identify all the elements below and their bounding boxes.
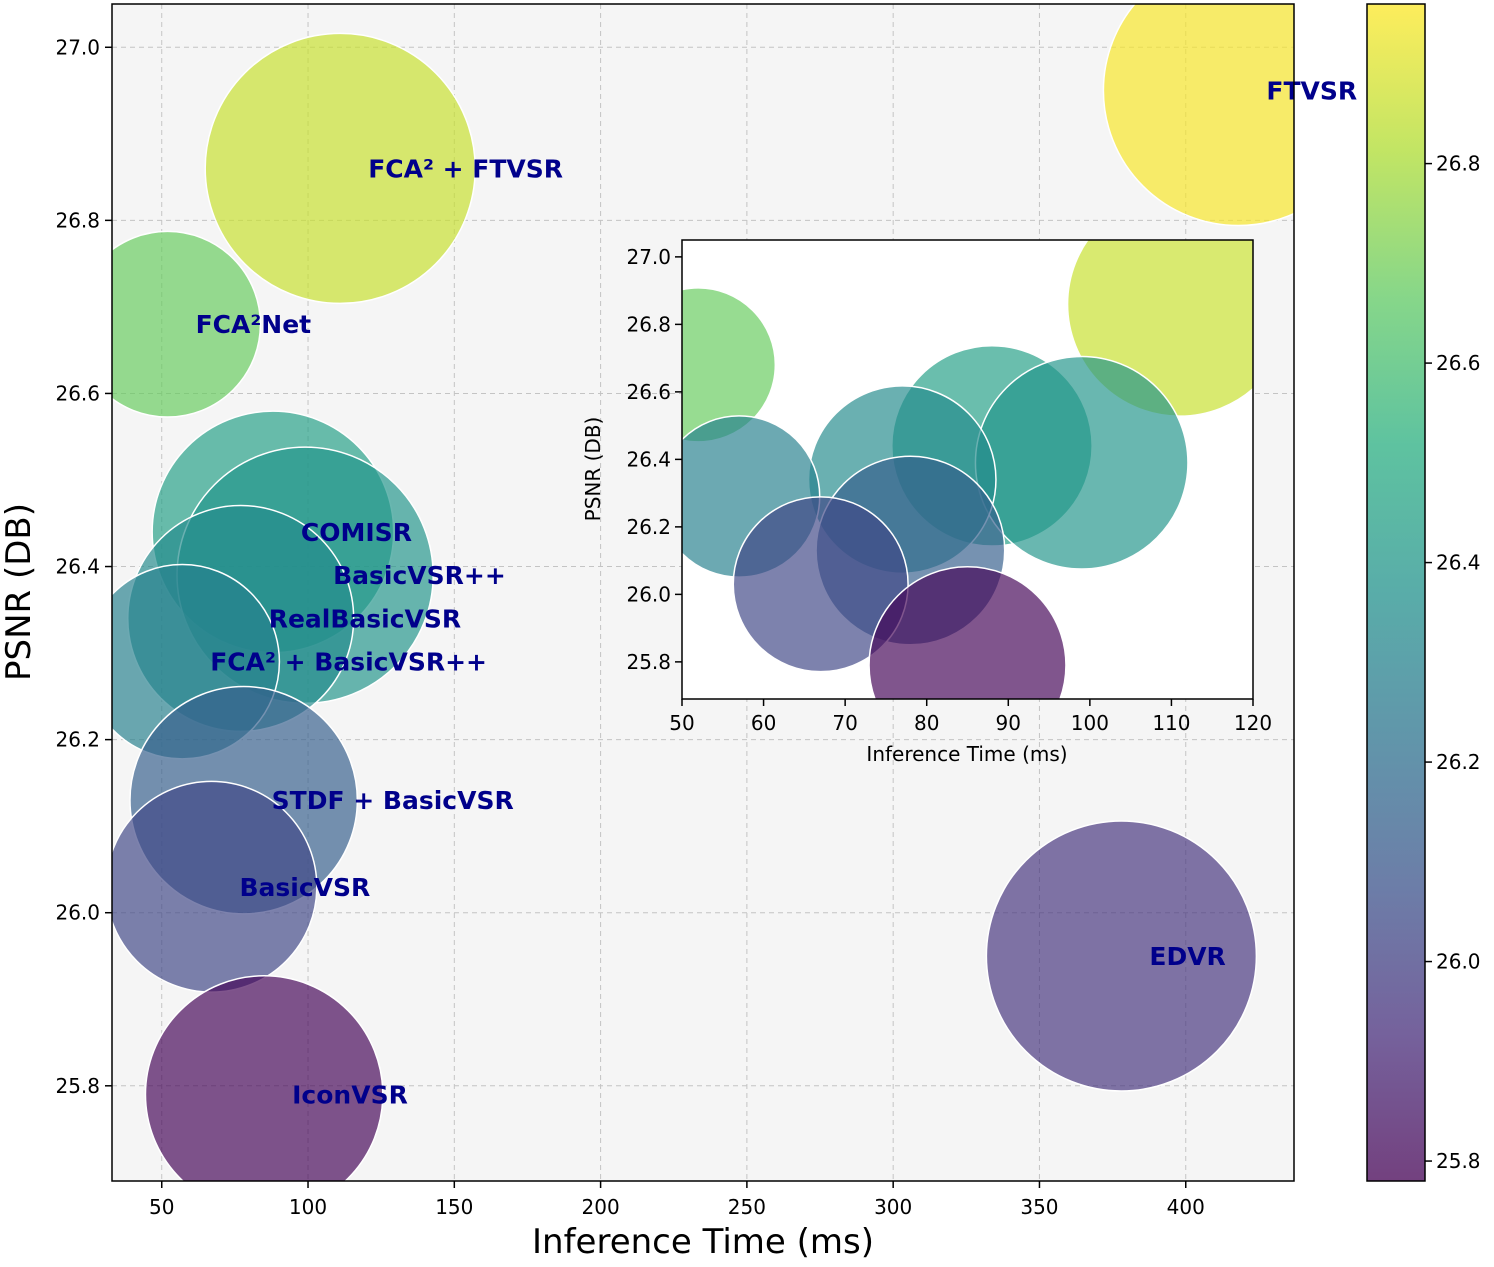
main-bubbles bbox=[112, 4, 1294, 1181]
inset-y-tick-label: 26.0 bbox=[626, 582, 671, 606]
inset-y-tick-label: 27.0 bbox=[626, 245, 671, 269]
point-label: BasicVSR bbox=[239, 873, 370, 902]
point-label: RealBasicVSR bbox=[269, 604, 461, 633]
inset-y-tick-label: 26.8 bbox=[626, 312, 671, 336]
inset-y-tick-label: 26.4 bbox=[626, 447, 671, 471]
colorbar-tick-label: 25.8 bbox=[1436, 1149, 1481, 1173]
y-tick-label: 26.6 bbox=[55, 381, 100, 405]
inset-y-axis-title: PSNR (DB) bbox=[581, 417, 605, 522]
bubble bbox=[1102, 4, 1294, 227]
y-tick-label: 25.8 bbox=[55, 1074, 100, 1098]
inset-axis-ticks: 50 60 70 80 90 100 110 120 25.8 26.0 26.2 26.4 26.6 2… bbox=[626, 245, 1272, 735]
bubble bbox=[144, 975, 384, 1181]
y-tick-label: 26.8 bbox=[55, 208, 100, 232]
colorbar-tick-label: 26.4 bbox=[1436, 551, 1481, 575]
inset-y-tick-label: 26.2 bbox=[626, 515, 671, 539]
inset-bubble bbox=[732, 496, 909, 673]
inset-x-tick-label: 80 bbox=[914, 711, 939, 735]
x-axis-title: Inference Time (ms) bbox=[532, 1222, 874, 1262]
point-label: STDF + BasicVSR bbox=[272, 786, 514, 815]
point-label: COMISR bbox=[301, 518, 412, 547]
y-tick-label: 26.2 bbox=[55, 728, 100, 752]
inset-bubble bbox=[868, 566, 1067, 699]
x-tick-label: 300 bbox=[874, 1195, 912, 1219]
bubble bbox=[204, 32, 476, 305]
point-label: FCA²Net bbox=[196, 310, 312, 339]
y-tick-label: 26.0 bbox=[55, 901, 100, 925]
point-label: IconVSR bbox=[292, 1080, 408, 1109]
x-tick-label: 400 bbox=[1167, 1195, 1205, 1219]
point-label: FTVSR bbox=[1266, 77, 1357, 106]
inset-x-tick-label: 90 bbox=[996, 711, 1021, 735]
inset-x-axis-title: Inference Time (ms) bbox=[866, 742, 1067, 766]
inset-y-tick-label: 25.8 bbox=[626, 650, 671, 674]
x-tick-label: 150 bbox=[435, 1195, 473, 1219]
point-label: BasicVSR++ bbox=[333, 561, 506, 590]
colorbar-tick-label: 26.2 bbox=[1436, 750, 1481, 774]
x-tick-label: 100 bbox=[289, 1195, 327, 1219]
y-tick-label: 26.4 bbox=[55, 555, 100, 579]
main-point-labels: FTVSR FCA² + FTVSR FCA²Net COMISR BasicVSR++… bbox=[196, 77, 1358, 1110]
colorbar-tick-label: 26.8 bbox=[1436, 152, 1481, 176]
y-axis-title: PSNR (DB) bbox=[0, 503, 39, 681]
x-tick-label: 250 bbox=[728, 1195, 766, 1219]
bubble bbox=[985, 820, 1258, 1092]
colorbar-tick-label: 26.6 bbox=[1436, 351, 1481, 375]
point-label: FCA² + FTVSR bbox=[368, 154, 563, 183]
bubble bbox=[112, 230, 262, 418]
point-label: EDVR bbox=[1149, 942, 1225, 971]
x-tick-label: 350 bbox=[1020, 1195, 1058, 1219]
point-label: FCA² + BasicVSR++ bbox=[210, 648, 487, 677]
inset-x-tick-label: 120 bbox=[1234, 711, 1272, 735]
x-tick-label: 200 bbox=[582, 1195, 620, 1219]
y-tick-label: 27.0 bbox=[55, 35, 100, 59]
inset-bubble bbox=[974, 355, 1189, 570]
inset-x-tick-label: 110 bbox=[1152, 711, 1190, 735]
inset-plot-frame bbox=[681, 239, 1254, 700]
inset-x-tick-label: 100 bbox=[1071, 711, 1109, 735]
colorbar bbox=[1366, 3, 1426, 1182]
main-axis-ticks: 50 100 150 200 250 300 350 400 25.8 26.0 26.2 26.4 2… bbox=[55, 35, 1204, 1219]
inset-y-tick-label: 26.6 bbox=[626, 380, 671, 404]
inset-bubbles bbox=[682, 240, 1253, 699]
colorbar-ticks: 25.8 26.0 26.2 26.4 26.6 26.8 bbox=[1425, 152, 1481, 1173]
x-tick-label: 50 bbox=[149, 1195, 174, 1219]
inset-x-tick-label: 60 bbox=[751, 711, 776, 735]
main-plot-frame bbox=[111, 3, 1295, 1182]
colorbar-tick-label: 26.0 bbox=[1436, 950, 1481, 974]
inset-x-tick-label: 70 bbox=[832, 711, 857, 735]
inset-x-tick-label: 50 bbox=[669, 711, 694, 735]
